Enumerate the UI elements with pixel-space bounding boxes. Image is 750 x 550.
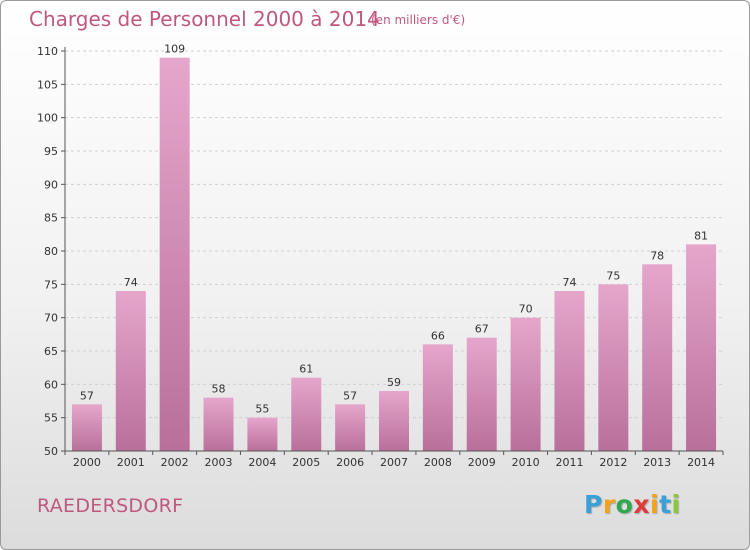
x-tick-label: 2006 bbox=[336, 456, 364, 469]
logo-letter: i bbox=[671, 490, 681, 519]
data-label: 66 bbox=[431, 329, 445, 342]
x-tick-label: 2008 bbox=[424, 456, 452, 469]
bar bbox=[247, 417, 278, 451]
x-tick-label: 2001 bbox=[117, 456, 145, 469]
x-tick-label: 2007 bbox=[380, 456, 408, 469]
y-tick-label: 80 bbox=[44, 245, 58, 258]
chart-title: Charges de Personnel 2000 à 2014 bbox=[29, 7, 380, 31]
bar bbox=[203, 397, 234, 451]
data-label: 61 bbox=[299, 363, 313, 376]
y-tick-label: 70 bbox=[44, 312, 58, 325]
bar bbox=[642, 264, 673, 451]
y-tick-label: 55 bbox=[44, 412, 58, 425]
bar bbox=[379, 391, 409, 451]
data-label: 55 bbox=[255, 403, 269, 416]
bar bbox=[291, 377, 322, 451]
y-tick-label: 110 bbox=[37, 45, 58, 58]
logo-letter: o bbox=[615, 490, 634, 519]
logo-letter: i bbox=[650, 490, 660, 519]
data-label: 57 bbox=[343, 389, 357, 402]
bar bbox=[422, 344, 453, 451]
y-tick-label: 65 bbox=[44, 345, 58, 358]
logo-letter: P bbox=[584, 490, 603, 519]
data-label: 74 bbox=[124, 276, 138, 289]
x-tick-label: 2002 bbox=[161, 456, 189, 469]
x-tick-label: 2011 bbox=[555, 456, 583, 469]
y-tick-label: 105 bbox=[37, 78, 58, 91]
data-label: 67 bbox=[475, 323, 489, 336]
y-tick-label: 95 bbox=[44, 145, 58, 158]
data-label: 75 bbox=[606, 269, 620, 282]
x-tick-label: 2009 bbox=[468, 456, 496, 469]
bar bbox=[466, 337, 497, 451]
x-tick-label: 2005 bbox=[292, 456, 320, 469]
y-tick-label: 90 bbox=[44, 178, 58, 191]
y-tick-label: 60 bbox=[44, 378, 58, 391]
x-tick-label: 2000 bbox=[73, 456, 101, 469]
data-label: 57 bbox=[80, 389, 94, 402]
bar bbox=[71, 404, 102, 451]
data-label: 109 bbox=[164, 43, 185, 56]
logo-letter: t bbox=[659, 490, 672, 519]
x-tick-label: 2010 bbox=[512, 456, 540, 469]
data-label: 78 bbox=[650, 249, 664, 262]
chart-subtitle: (en milliers d'€) bbox=[371, 13, 466, 27]
x-tick-label: 2012 bbox=[599, 456, 627, 469]
logo-letter: r bbox=[602, 490, 616, 519]
bar bbox=[335, 404, 366, 451]
bar bbox=[598, 284, 629, 451]
bar bbox=[115, 291, 146, 451]
bar bbox=[159, 57, 190, 452]
data-label: 70 bbox=[519, 303, 533, 316]
y-tick-label: 50 bbox=[44, 445, 58, 458]
data-label: 74 bbox=[562, 276, 576, 289]
bar bbox=[686, 244, 717, 451]
proxiti-logo: Proxiti bbox=[584, 490, 681, 519]
data-label: 59 bbox=[387, 376, 401, 389]
x-tick-label: 2013 bbox=[643, 456, 671, 469]
x-tick-label: 2003 bbox=[205, 456, 233, 469]
y-tick-label: 100 bbox=[37, 112, 58, 125]
data-label: 81 bbox=[694, 229, 708, 242]
x-tick-label: 2014 bbox=[687, 456, 715, 469]
bar bbox=[554, 291, 585, 451]
data-label: 58 bbox=[212, 383, 226, 396]
y-tick-label: 75 bbox=[44, 278, 58, 291]
y-tick-label: 85 bbox=[44, 212, 58, 225]
commune-name: RAEDERSDORF bbox=[37, 495, 184, 517]
x-tick-label: 2004 bbox=[248, 456, 276, 469]
bar bbox=[510, 317, 541, 451]
logo-letter: x bbox=[633, 490, 650, 519]
